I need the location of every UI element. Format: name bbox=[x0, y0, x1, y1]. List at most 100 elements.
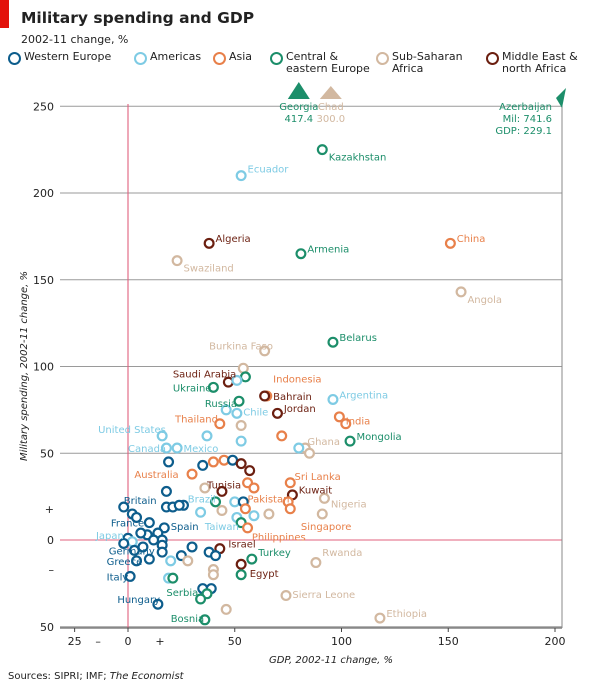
point-label-turkey: Turkey bbox=[257, 548, 291, 559]
point-sierra-leone bbox=[280, 590, 292, 602]
point-kazakhstan bbox=[316, 144, 328, 156]
legend-label-western-europe: Western Europe bbox=[24, 50, 112, 63]
legend-item-asia: Asia bbox=[213, 51, 252, 65]
point-unlabelled-53 bbox=[210, 496, 222, 508]
point-label-belarus: Belarus bbox=[339, 333, 377, 344]
point-unlabelled-76 bbox=[135, 527, 147, 539]
point-label-philippines: Philippines bbox=[252, 533, 306, 544]
point-unlabelled-13 bbox=[231, 374, 243, 386]
point-label-kuwait: Kuwait bbox=[299, 486, 332, 497]
y-tick-label-250: 250 bbox=[33, 100, 54, 113]
point-unlabelled-99 bbox=[207, 569, 219, 581]
point-unlabelled-40 bbox=[244, 465, 256, 477]
point-unlabelled-18 bbox=[220, 404, 232, 416]
point-label-sierra-leone: Sierra Leone bbox=[292, 590, 355, 601]
legend-swatch-central-eastern-europe bbox=[270, 52, 283, 65]
y-tick-label-neg50: 50 bbox=[40, 621, 54, 634]
legend-item-sub-saharan-africa: Sub-Saharan Africa bbox=[376, 51, 463, 75]
point-unlabelled-66 bbox=[263, 508, 275, 520]
point-unlabelled-64 bbox=[216, 505, 228, 517]
point-label-germany: Germany bbox=[109, 546, 155, 557]
point-ethiopia bbox=[374, 612, 386, 624]
point-label-bosnia: Bosnia bbox=[171, 614, 204, 625]
legend-label-central-eastern-europe: Central & eastern Europe bbox=[286, 50, 370, 75]
point-label-jordan: Jordan bbox=[283, 404, 316, 415]
point-philippines bbox=[242, 522, 254, 534]
point-unlabelled-59 bbox=[173, 499, 185, 511]
point-armenia bbox=[295, 248, 307, 260]
point-label-ecuador: Ecuador bbox=[248, 165, 290, 176]
outlier-arrow-chad bbox=[319, 86, 342, 99]
point-label-ethiopia: Ethiopia bbox=[386, 609, 427, 620]
point-nigeria bbox=[318, 492, 330, 504]
point-unlabelled-86 bbox=[186, 541, 198, 553]
point-unlabelled-82 bbox=[148, 534, 160, 546]
point-label-nigeria: Nigeria bbox=[331, 500, 367, 511]
y-tick-label-100: 100 bbox=[33, 361, 54, 374]
point-label-rwanda: Rwanda bbox=[322, 548, 362, 559]
legend-item-central-eastern-europe: Central & eastern Europe bbox=[270, 51, 370, 75]
point-mexico bbox=[171, 442, 183, 454]
point-pakistan bbox=[239, 503, 251, 515]
point-rwanda bbox=[310, 557, 322, 569]
point-label-canada: Canada bbox=[128, 444, 166, 455]
point-label-france: France bbox=[111, 519, 144, 530]
point-label-spain: Spain bbox=[171, 522, 199, 533]
legend-swatch-americas bbox=[134, 52, 147, 65]
legend-label-middle-east-north-africa: Middle East & north Africa bbox=[502, 50, 578, 75]
point-label-armenia: Armenia bbox=[307, 245, 349, 256]
point-label-brazil: Brazil bbox=[188, 494, 216, 505]
point-label-bahrain: Bahrain bbox=[273, 392, 312, 403]
legend-swatch-middle-east-north-africa bbox=[486, 52, 499, 65]
point-australia bbox=[186, 468, 198, 480]
point-greece bbox=[131, 555, 143, 567]
outlier-arrow-azerbaijan bbox=[556, 88, 566, 108]
point-label-egypt: Egypt bbox=[250, 569, 279, 580]
point-mongolia bbox=[344, 435, 356, 447]
point-label-united-states: United States bbox=[98, 425, 166, 436]
point-united-states bbox=[201, 430, 213, 442]
point-label-greece: Greece bbox=[107, 557, 143, 568]
point-egypt bbox=[235, 558, 247, 570]
point-label-mexico: Mexico bbox=[184, 444, 219, 455]
point-bosnia bbox=[199, 614, 211, 626]
point-unlabelled-35 bbox=[163, 456, 175, 468]
point-unlabelled-92 bbox=[182, 555, 194, 567]
point-label-china: China bbox=[457, 234, 486, 245]
point-tunisia bbox=[216, 485, 228, 497]
point-unlabelled-41 bbox=[197, 459, 209, 471]
point-sri-lanka bbox=[284, 477, 296, 489]
point-ecuador bbox=[235, 170, 247, 182]
y-sign-0: + bbox=[45, 503, 54, 516]
x-tick-label-150: 150 bbox=[438, 635, 459, 648]
point-unlabelled-22 bbox=[340, 418, 352, 430]
point-swaziland bbox=[171, 255, 183, 267]
source-italic: The Economist bbox=[109, 671, 184, 682]
point-unlabelled-34 bbox=[293, 442, 305, 454]
point-label-burkina-faso: Burkina Faso bbox=[209, 342, 273, 353]
chart-subtitle: 2002-11 change, % bbox=[21, 33, 129, 46]
outlier-mil-azerbaijan: Mil: 741.6 bbox=[503, 114, 552, 125]
point-jordan bbox=[271, 407, 283, 419]
point-italy bbox=[124, 570, 136, 582]
point-label-tunisia: Tunisia bbox=[206, 480, 241, 491]
point-germany bbox=[128, 544, 140, 556]
point-label-ghana: Ghana bbox=[307, 437, 340, 448]
chart-title: Military spending and GDP bbox=[21, 9, 255, 27]
y-tick-label-150: 150 bbox=[33, 274, 54, 287]
point-hungary bbox=[152, 598, 164, 610]
point-label-pakistan: Pakistan bbox=[248, 494, 290, 505]
brand-accent-bar bbox=[0, 0, 9, 28]
point-unlabelled-91 bbox=[165, 555, 177, 567]
legend-label-americas: Americas bbox=[150, 50, 202, 63]
point-label-india: India bbox=[346, 416, 371, 427]
point-france bbox=[143, 517, 155, 529]
point-unlabelled-67 bbox=[248, 510, 260, 522]
source-prefix: Sources: SIPRI; IMF; bbox=[8, 671, 110, 682]
legend-swatch-western-europe bbox=[8, 52, 21, 65]
x-tick-label-200: 200 bbox=[545, 635, 566, 648]
point-unlabelled-29 bbox=[156, 430, 168, 442]
point-unlabelled-47 bbox=[160, 485, 172, 497]
point-unlabelled-63 bbox=[195, 506, 207, 518]
